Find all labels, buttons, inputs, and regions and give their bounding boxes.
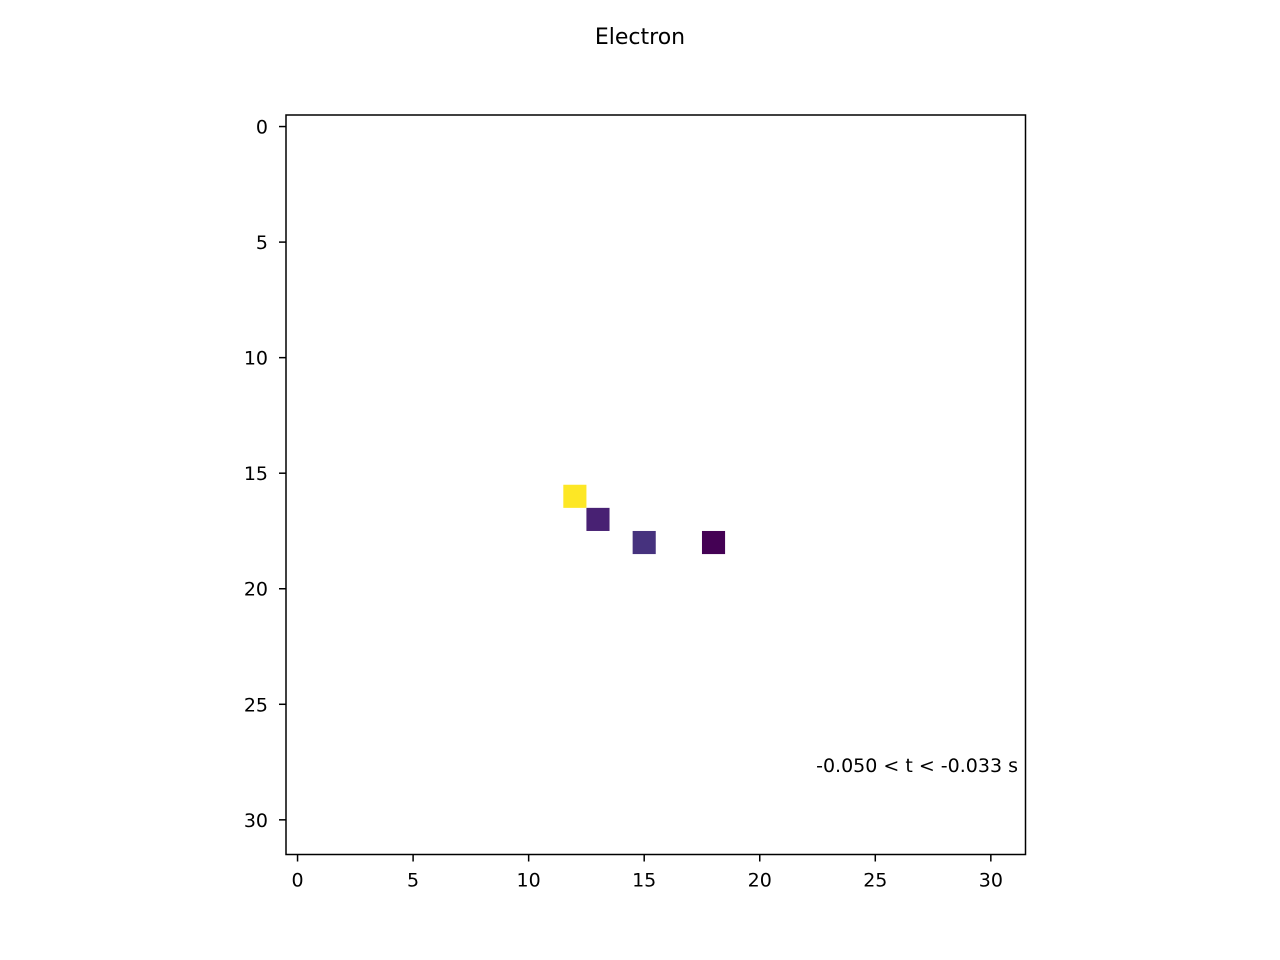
y-tick-label: 20 (244, 579, 268, 601)
heatmap-cell (586, 507, 610, 531)
y-tick-label: 30 (244, 810, 268, 832)
x-tick-label: 5 (407, 870, 419, 892)
heatmap-cell (632, 530, 656, 555)
plot-frame (285, 114, 1027, 856)
x-tick-label: 10 (517, 870, 541, 892)
time-window-annotation: -0.050 < t < -0.033 s (816, 755, 1018, 777)
y-tick-label: 5 (256, 232, 268, 254)
heatmap-cell (563, 484, 587, 508)
heatmap-cell (701, 530, 726, 555)
y-tick-label: 15 (244, 463, 268, 485)
chart-title: Electron (595, 25, 685, 50)
y-tick-label: 0 (256, 117, 268, 139)
y-tick-label: 25 (244, 694, 268, 716)
heatmap-cells (563, 484, 726, 555)
x-tick-label: 0 (292, 870, 304, 892)
y-tick-label: 10 (244, 348, 268, 370)
x-axis: 0 5 10 15 20 25 30 (292, 854, 1003, 892)
x-tick-label: 30 (979, 870, 1003, 892)
y-axis: 0 5 10 15 20 25 30 (244, 117, 286, 832)
x-tick-label: 20 (748, 870, 772, 892)
x-tick-label: 25 (863, 870, 887, 892)
x-tick-label: 15 (632, 870, 656, 892)
